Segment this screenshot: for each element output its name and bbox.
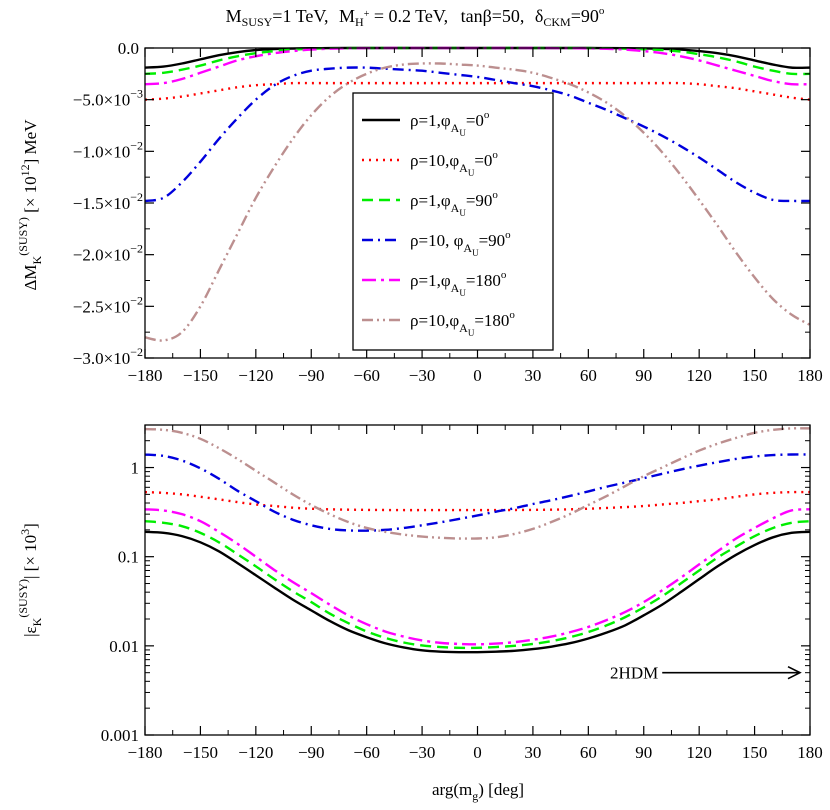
legend-box xyxy=(352,92,554,351)
x-tick-label: 180 xyxy=(797,743,823,762)
y-tick-label: 0.1 xyxy=(118,548,139,567)
bottom-panel-epsilon-k: −180 −150 −120 −90 −60 −30 0 30 60 90 120 150 180 1 0.… xyxy=(16,424,823,762)
series-line-top-6 xyxy=(144,62,811,342)
series-line-bottom-1 xyxy=(144,530,811,654)
x-tick-label: −150 xyxy=(183,743,218,762)
top-panel-delta-mk: −180 −150 −120 −90 −60 −30 0 30 60 90 120 150 180 0.0… xyxy=(16,39,823,385)
x-tick-label: 0 xyxy=(473,366,482,385)
legend-label-2: ρ=10,φAU=0o xyxy=(410,149,498,178)
series-line-bottom-6 xyxy=(144,427,811,540)
x-tick-label: −150 xyxy=(183,366,218,385)
legend: ρ=1,φAU=0o ρ=10,φAU=0o ρ=1,φAU=90o ρ=10, φA… xyxy=(352,92,554,351)
x-tick-label: −120 xyxy=(238,743,273,762)
annotation-arrow-head xyxy=(787,665,802,680)
legend-label-3: ρ=1,φAU=90o xyxy=(410,189,498,218)
y-tick-label: 0.01 xyxy=(109,637,139,656)
y-tick-label: −5.0×10−3 xyxy=(73,87,143,110)
x-tick-label: −30 xyxy=(409,743,436,762)
bottom-panel-series xyxy=(144,427,811,654)
legend-label-5: ρ=1,φAU=180o xyxy=(410,269,507,298)
x-tick-label: 150 xyxy=(742,743,768,762)
legend-label-1: ρ=1,φAU=0o xyxy=(410,109,490,138)
y-tick-label: 0.001 xyxy=(101,726,139,745)
x-tick-label: 60 xyxy=(580,366,597,385)
x-tick-label: −180 xyxy=(127,366,162,385)
x-tick-label: −60 xyxy=(353,743,380,762)
legend-label-6: ρ=10,φAU=180o xyxy=(410,309,515,338)
legend-label-4: ρ=10, φAU=90o xyxy=(410,229,511,258)
top-y-axis-label: ΔMK(SUSY) [× 1012] MeV xyxy=(16,119,44,291)
x-tick-label: 150 xyxy=(742,366,768,385)
x-tick-label: 60 xyxy=(580,743,597,762)
y-tick-label: 0.0 xyxy=(118,39,139,58)
x-tick-label: 0 xyxy=(473,743,482,762)
x-tick-label: −90 xyxy=(298,743,325,762)
x-tick-label: −60 xyxy=(353,366,380,385)
chart-title: MSUSY=1 TeV, MH+ = 0.2 TeV, tanβ=50, δCK… xyxy=(226,5,605,29)
y-tick-label: −1.0×10−2 xyxy=(73,138,143,161)
y-tick-label: −2.5×10−2 xyxy=(73,293,143,316)
x-tick-label: −30 xyxy=(409,366,436,385)
x-axis-label: arg(mg) [deg] xyxy=(432,780,524,803)
series-line-bottom-4 xyxy=(144,453,811,532)
x-tick-label: 90 xyxy=(635,743,652,762)
y-tick-label: −3.0×10−2 xyxy=(73,345,143,368)
x-tick-label: 120 xyxy=(686,366,712,385)
bottom-y-axis-label: |εK(SUSY)| [× 103] xyxy=(16,523,44,637)
x-tick-label: −180 xyxy=(127,743,162,762)
annotation-2hdm: 2HDM xyxy=(610,664,802,683)
x-tick-label: 30 xyxy=(524,366,541,385)
series-line-top-4 xyxy=(144,66,811,203)
series-line-bottom-5 xyxy=(144,508,811,646)
x-tick-label: 90 xyxy=(635,366,652,385)
x-tick-label: −90 xyxy=(298,366,325,385)
y-tick-label: −1.5×10−2 xyxy=(73,190,143,213)
bottom-panel-frame xyxy=(144,424,811,736)
x-tick-label: 30 xyxy=(524,743,541,762)
x-tick-label: 120 xyxy=(686,743,712,762)
x-tick-label: 180 xyxy=(797,366,823,385)
y-tick-label: −2.0×10−2 xyxy=(73,242,143,265)
annotation-2hdm-label: 2HDM xyxy=(610,664,658,683)
series-line-bottom-3 xyxy=(144,520,811,650)
y-tick-label: 1 xyxy=(131,459,140,478)
x-tick-label: −120 xyxy=(238,366,273,385)
